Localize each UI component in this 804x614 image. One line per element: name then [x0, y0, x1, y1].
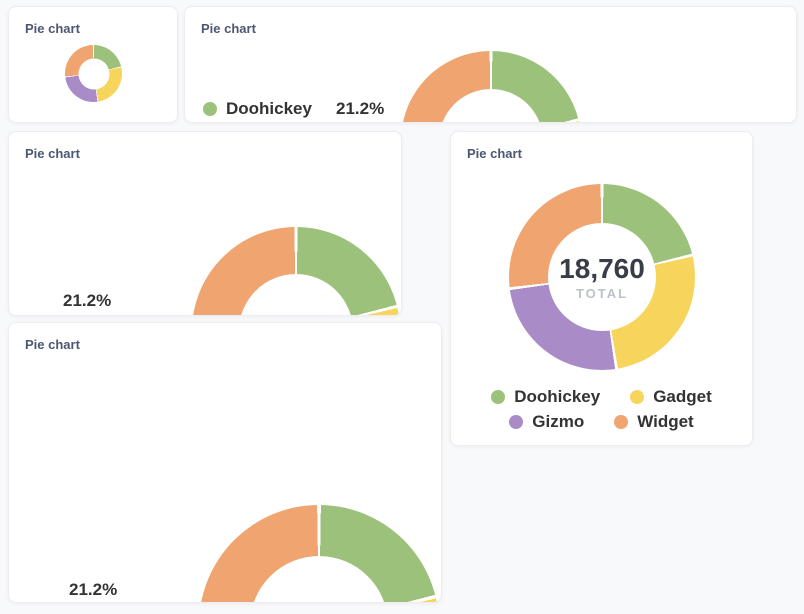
- donut-hole: 18,760 TOTAL: [548, 223, 656, 331]
- legend-item-doohickey[interactable]: Doohickey: [203, 99, 312, 119]
- card-title: Pie chart: [201, 21, 256, 36]
- percent-label: 21.2%: [63, 291, 112, 310]
- pie-card-full[interactable]: Pie chart 18,760 TOTAL Doohickey Gadget …: [450, 131, 753, 446]
- legend-item-widget[interactable]: Widget: [614, 412, 694, 432]
- donut-hole: [78, 58, 109, 89]
- card-title: Pie chart: [467, 146, 522, 161]
- legend-item-gadget[interactable]: Gadget: [630, 387, 712, 407]
- donut-hole: [250, 556, 388, 602]
- donut-chart[interactable]: 18,760 TOTAL: [509, 184, 695, 370]
- legend: Doohickey 21.2%: [203, 99, 384, 119]
- legend-color-dot: [491, 390, 506, 404]
- legend-item-doohickey[interactable]: Doohickey: [491, 387, 600, 407]
- donut-chart[interactable]: [65, 45, 122, 102]
- legend-percent-value: 21.2%: [335, 99, 385, 118]
- legend-label: Doohickey: [514, 387, 601, 406]
- pie-card-small[interactable]: Pie chart: [8, 6, 178, 123]
- total-label: TOTAL: [575, 286, 629, 301]
- legend-color-dot: [509, 415, 524, 429]
- donut-chart[interactable]: [199, 505, 439, 602]
- legend-item-gizmo[interactable]: Gizmo: [509, 412, 584, 432]
- legend-label: Gizmo: [532, 412, 585, 431]
- legend-label: Widget: [637, 412, 694, 431]
- donut-chart[interactable]: [192, 227, 400, 315]
- legend-label: Gadget: [653, 387, 712, 406]
- donut-hole: [439, 89, 543, 122]
- legend-color-dot: [203, 102, 217, 116]
- card-title: Pie chart: [25, 337, 80, 352]
- legend-color-dot: [630, 390, 645, 404]
- legend-color-dot: [614, 415, 629, 429]
- legend-label: Doohickey: [226, 99, 312, 118]
- total-value: 18,760: [559, 253, 645, 284]
- pie-card-medium[interactable]: Pie chart 21.2%: [8, 131, 402, 316]
- donut-chart[interactable]: [401, 51, 581, 122]
- percent-label: 21.2%: [69, 580, 118, 599]
- card-title: Pie chart: [25, 146, 80, 161]
- pie-card-large[interactable]: Pie chart 21.2%: [8, 322, 442, 603]
- legend: Doohickey Gadget Gizmo Widget: [451, 387, 752, 432]
- donut-hole: [239, 274, 353, 315]
- card-title: Pie chart: [25, 21, 80, 36]
- pie-card-wide[interactable]: Pie chart Doohickey 21.2%: [184, 6, 797, 123]
